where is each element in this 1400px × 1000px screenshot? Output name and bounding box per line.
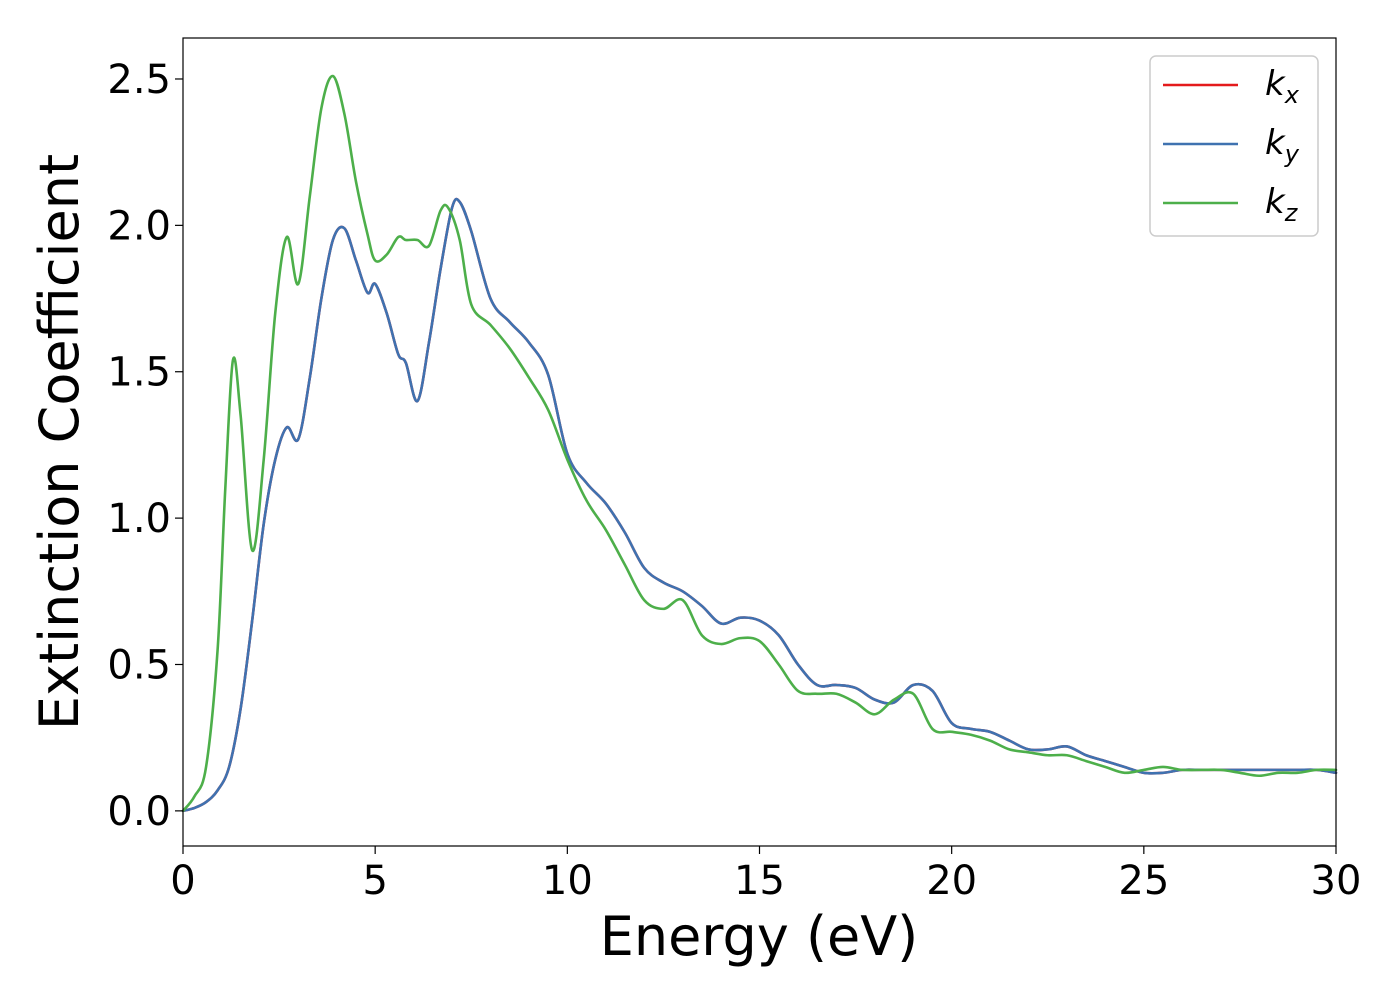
series-line-z <box>181 74 1338 813</box>
x-tick-label: 0 <box>170 858 195 904</box>
legend-label-x: kx <box>1265 64 1300 109</box>
legend-box <box>1149 55 1319 237</box>
x-tick-label: 25 <box>1118 858 1169 904</box>
plot-area <box>183 38 1336 846</box>
y-tick-label: 0.0 <box>107 789 171 835</box>
y-axis-title: Extinction Coefficient <box>28 154 91 730</box>
x-axis-ticks: 0 5 10 15 20 25 30 <box>170 846 1361 904</box>
y-tick-label: 2.0 <box>107 203 171 249</box>
x-tick-label: 30 <box>1311 858 1362 904</box>
y-tick-label: 2.5 <box>107 57 171 103</box>
series-layer <box>181 74 1338 813</box>
legend: kx ky kz <box>1149 55 1319 237</box>
legend-entries: kx ky kz <box>1163 64 1300 227</box>
y-tick-label: 1.5 <box>107 350 171 396</box>
x-axis-title: Energy (eV) <box>600 905 919 968</box>
x-tick-label: 5 <box>362 858 387 904</box>
y-axis-ticks: 0.0 0.5 1.0 1.5 2.0 2.5 <box>107 57 183 835</box>
legend-label-y: ky <box>1265 123 1300 168</box>
legend-label-z: kz <box>1265 182 1299 227</box>
x-tick-label: 20 <box>926 858 977 904</box>
x-tick-label: 10 <box>542 858 593 904</box>
y-tick-label: 1.0 <box>107 496 171 542</box>
series-line-y <box>181 197 1338 813</box>
x-tick-label: 15 <box>734 858 785 904</box>
y-tick-label: 0.5 <box>107 642 171 688</box>
